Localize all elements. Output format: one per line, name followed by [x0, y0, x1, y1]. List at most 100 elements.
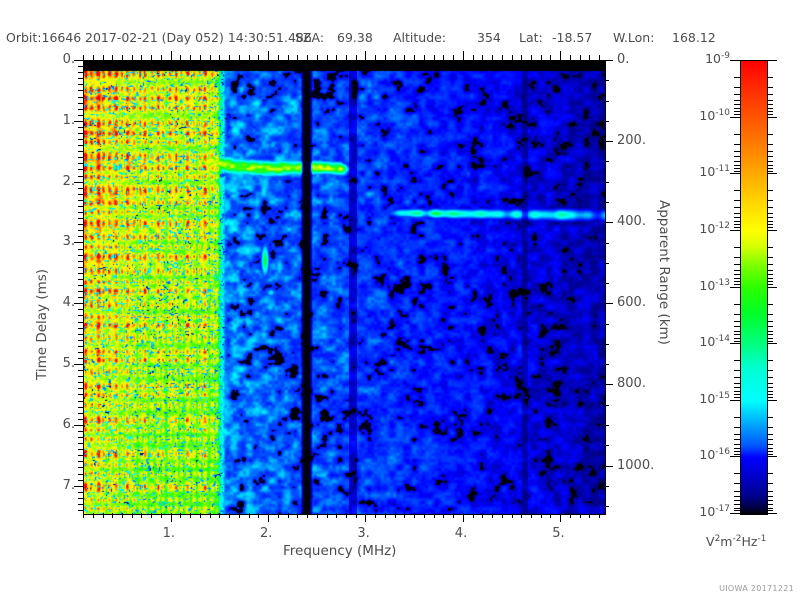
colorbar-major-tick-left: [730, 456, 740, 458]
y-axis-right-minor-tick: [604, 404, 609, 406]
y-axis-left-tick-label: 6.: [62, 416, 75, 432]
x-axis-major-tick: [170, 513, 172, 522]
y-axis-left-minor-tick: [78, 467, 83, 469]
colorbar-minor-tick-right: [767, 397, 773, 399]
colorbar-tick-label: 10-15: [699, 390, 730, 406]
header-date-time: 2017-02-21 (Day 052) 14:30:51.486: [85, 30, 312, 45]
x-axis-minor-tick: [102, 513, 104, 518]
colorbar-minor-tick-left: [734, 264, 740, 265]
colorbar-major-tick-left: [730, 60, 740, 61]
y-axis-left-tick-label: 5.: [62, 356, 75, 371]
colorbar-minor-tick-right: [767, 167, 773, 169]
ionogram-spectrogram-panel: [83, 60, 606, 515]
x-axis-major-tick: [560, 513, 562, 522]
x-axis-minor-tick-top: [375, 55, 377, 60]
colorbar-minor-tick-left: [734, 360, 740, 362]
colorbar-unit-label: V2m-2Hz-1: [706, 534, 766, 549]
x-axis-minor-tick-top: [287, 55, 289, 60]
x-axis-minor-tick-top: [599, 55, 601, 60]
colorbar-tick-label: 10-13: [699, 277, 730, 293]
colorbar-major-tick-left: [730, 229, 740, 231]
colorbar-major-tick-left: [730, 343, 740, 345]
x-axis-major-tick: [268, 513, 269, 522]
colorbar-minor-tick-right: [767, 256, 773, 258]
colorbar-minor-tick-left: [734, 391, 740, 392]
x-axis-major-tick-top: [365, 51, 367, 60]
colorbar-minor-tick-right: [767, 156, 773, 158]
x-axis-tick-label: 5.: [552, 526, 565, 541]
y-axis-left-major-tick: [74, 424, 83, 426]
x-axis-minor-tick-top: [511, 55, 513, 60]
colorbar-minor-tick-left: [734, 246, 740, 248]
unit-m: m: [720, 534, 733, 550]
x-axis-minor-tick: [423, 513, 425, 518]
colorbar-minor-tick-left: [734, 87, 740, 88]
y-axis-left-minor-tick: [78, 169, 83, 171]
unit-hz-exponent: -1: [757, 534, 767, 544]
y-axis-left-minor-tick: [78, 491, 83, 493]
y-axis-right-minor-tick: [604, 485, 609, 487]
y-axis-left-minor-tick: [78, 66, 83, 68]
y-axis-left-minor-tick: [78, 278, 83, 280]
colorbar-major-tick-right: [767, 456, 777, 458]
x-axis-minor-tick: [112, 513, 114, 518]
y-axis-right-minor-tick: [604, 120, 609, 122]
y-axis-left-major-tick: [74, 60, 83, 61]
x-axis-minor-tick: [151, 513, 153, 518]
y-axis-left-minor-tick: [78, 473, 83, 475]
colorbar-minor-tick-right: [767, 160, 773, 162]
y-axis-right-minor-tick: [604, 201, 609, 203]
x-axis-minor-tick: [404, 513, 406, 518]
header-altitude-label: Altitude:: [393, 30, 447, 45]
x-axis-minor-tick: [345, 513, 347, 518]
y-axis-left-minor-tick: [78, 163, 83, 165]
header-sza-label: SZA:: [295, 30, 325, 45]
colorbar-tick-label: 10-16: [699, 447, 730, 463]
colorbar-minor-tick-left: [734, 340, 740, 342]
y-axis-left-major-tick: [74, 242, 83, 244]
x-axis-minor-tick-top: [540, 55, 542, 60]
x-axis-minor-tick-top: [326, 55, 328, 60]
colorbar-major-tick-right: [767, 399, 777, 401]
y-axis-right-minor-tick: [604, 343, 609, 345]
colorbar-minor-tick-left: [734, 394, 740, 396]
x-axis-minor-tick-top: [443, 55, 445, 60]
y-axis-left-minor-tick: [78, 479, 83, 481]
colorbar-minor-tick-left: [734, 212, 740, 214]
x-axis-minor-tick: [531, 513, 532, 518]
colorbar-minor-tick-left: [734, 94, 740, 96]
x-axis-minor-tick-top: [579, 55, 581, 60]
x-axis-minor-tick: [92, 513, 94, 518]
y-axis-left-minor-tick: [78, 339, 83, 341]
colorbar-minor-tick-left: [734, 167, 740, 169]
unit-m-exponent: -2: [732, 534, 742, 544]
y-axis-left-minor-tick: [78, 406, 83, 408]
colorbar-minor-tick-left: [734, 510, 740, 512]
colorbar-major-tick-right: [767, 116, 777, 118]
y-axis-right-tick-label: 1000.: [617, 457, 655, 473]
colorbar-minor-tick-left: [734, 217, 740, 219]
x-axis-major-tick-top: [268, 51, 269, 60]
x-axis-tick-label: 3.: [357, 526, 370, 541]
header-wlon-label: W.Lon:: [613, 30, 655, 45]
colorbar-minor-tick-left: [734, 133, 740, 135]
y-axis-left-minor-tick: [78, 357, 83, 359]
y-axis-right-major-tick: [604, 465, 613, 467]
colorbar-minor-tick-right: [767, 221, 773, 223]
colorbar-minor-tick-left: [734, 496, 740, 497]
x-axis-minor-tick: [209, 513, 211, 518]
colorbar-minor-tick-left: [734, 453, 740, 455]
x-axis-minor-tick-top: [180, 55, 182, 60]
colorbar-minor-tick-right: [767, 107, 773, 109]
y-axis-left-tick-label: 7.: [62, 477, 75, 493]
header-sza-value: 69.38: [337, 30, 373, 45]
y-axis-right-major-tick: [604, 60, 613, 61]
colorbar-minor-tick-right: [767, 224, 773, 226]
colorbar-minor-tick-left: [734, 207, 740, 209]
colorbar-minor-tick-right: [767, 207, 773, 209]
x-axis-tick-label: 2.: [260, 526, 273, 541]
colorbar-minor-tick-left: [734, 483, 740, 485]
colorbar-minor-tick-left: [734, 99, 740, 101]
y-axis-right-minor-tick: [604, 262, 609, 264]
y-axis-left-minor-tick: [78, 297, 83, 299]
